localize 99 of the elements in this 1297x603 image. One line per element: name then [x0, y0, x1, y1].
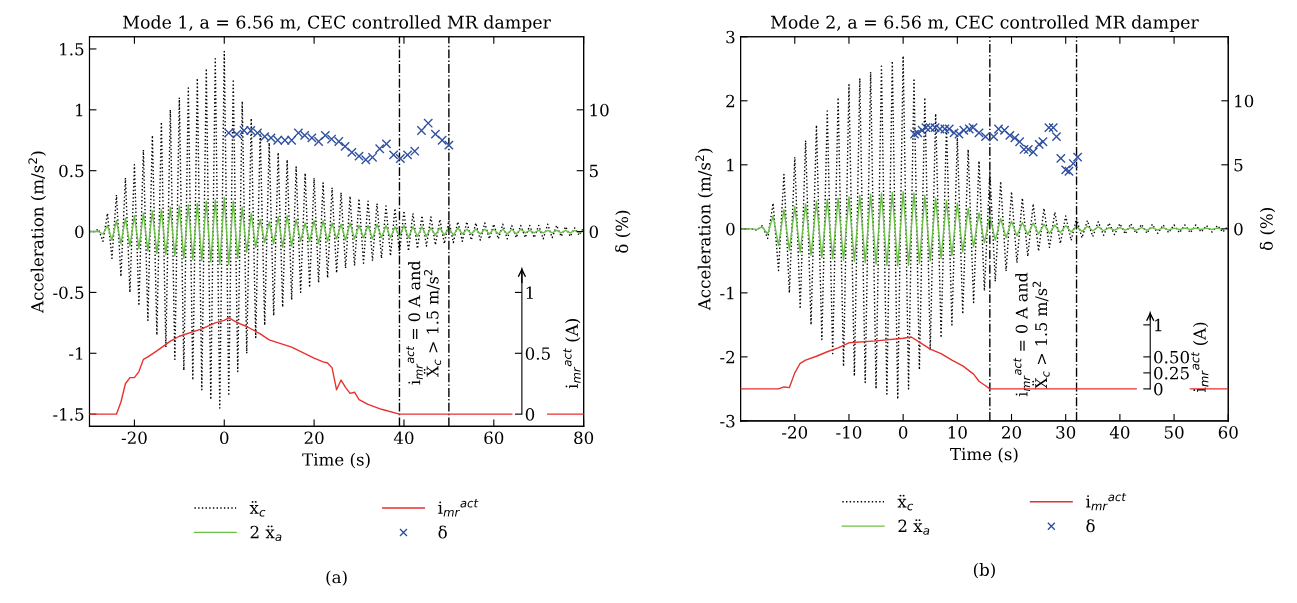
- legend-label: δ: [1086, 519, 1095, 533]
- point: [374, 143, 385, 154]
- point: [1005, 130, 1015, 141]
- y2-axis-title: δ (%): [615, 210, 631, 253]
- y3-axis-title: i$_{mr}$$^{act}$ (A): [563, 319, 581, 389]
- legend-label: 2 ẍ$_{a}$: [250, 525, 282, 542]
- y2-tick-label: 10: [590, 103, 609, 117]
- point: [1060, 165, 1071, 175]
- annotation: i$_{mr}$$^{act}$ = 0 A and: [1013, 272, 1031, 397]
- y-tick-label: 1: [727, 158, 734, 172]
- line-series: [740, 191, 1224, 267]
- y-tick-label: -2: [720, 350, 735, 364]
- x-tick-label: -20: [782, 426, 808, 439]
- legend-label: ẍ$_{c}$: [897, 494, 914, 511]
- point: [381, 139, 392, 149]
- annotation: Ẍ$_{c}$ > 1.5 m/s$^{2}$: [423, 270, 442, 377]
- y-tick-label: 0: [726, 222, 735, 236]
- annotation: i$_{mr}$$^{act}$ = 0 A and: [406, 260, 423, 385]
- y-tick-label: -0.5: [53, 286, 84, 299]
- y-tick-label: 1.5: [60, 42, 84, 56]
- x-tick-label: 80: [574, 431, 594, 445]
- y2-axis-title: δ (%): [1259, 208, 1276, 251]
- y-tick-label: -1.5: [53, 408, 84, 421]
- y-axis-title: Acceleration (m/s$^{2}$): [695, 148, 713, 311]
- point: [974, 127, 984, 138]
- point: [423, 118, 434, 129]
- point: [1038, 136, 1048, 147]
- y3-tick-label: 1: [1155, 318, 1162, 332]
- y2-tick-label: 5: [589, 164, 598, 178]
- x-tick-label: 20: [1002, 426, 1022, 439]
- point: [416, 125, 427, 136]
- y2-tick-label: 10: [1235, 94, 1254, 108]
- legend-label: ẍ$_{c}$: [249, 500, 266, 517]
- x-tick-label: 20: [304, 431, 324, 445]
- x-tick-label: 40: [393, 431, 414, 445]
- point: [1055, 153, 1066, 164]
- point: [1048, 122, 1059, 133]
- text: (b): [973, 563, 995, 579]
- x-tick-label: 0: [220, 431, 229, 445]
- y-tick-label: 1: [76, 103, 83, 117]
- point: [340, 141, 350, 152]
- point: [395, 153, 406, 164]
- y-tick-label: -1: [69, 347, 83, 360]
- y2-tick-label: 0: [1234, 222, 1243, 236]
- y3-tick-label: 0: [1154, 382, 1163, 396]
- x-tick-label: -10: [836, 426, 862, 439]
- y3-tick-label: 0.25: [1154, 366, 1189, 380]
- y3-tick-label: 1: [526, 286, 533, 299]
- legend-label: i$_{mr}$$^{act}$: [438, 499, 479, 517]
- x-tick-label: 60: [1218, 426, 1238, 439]
- point: [1023, 144, 1034, 155]
- y3-tick-label: 0.5: [525, 347, 550, 360]
- y2-tick-label: 5: [1234, 159, 1243, 172]
- x-tick-label: 40: [1109, 426, 1130, 439]
- point: [313, 136, 324, 147]
- point: [354, 151, 364, 161]
- y-tick-label: 2: [726, 94, 735, 108]
- y-axis-title: Acceleration (m/s$^{2}$): [28, 151, 46, 314]
- point: [1014, 136, 1025, 147]
- text: (a): [326, 570, 347, 586]
- point: [320, 130, 331, 141]
- annotation: Ẍ$_{c}$ > 1.5 m/s$^{2}$: [1032, 281, 1050, 389]
- legend-label: 2 ẍ$_{a}$: [898, 519, 930, 535]
- point: [388, 149, 399, 160]
- legend-label: δ: [438, 525, 447, 539]
- point: [1009, 133, 1020, 143]
- point: [1044, 122, 1054, 133]
- x-axis-title: Time (s): [950, 447, 1018, 463]
- point: [346, 147, 357, 158]
- y2-tick-label: 0: [589, 225, 599, 239]
- chart-title: Mode 2, a = 6.56 m, CEC controlled MR damper: [770, 15, 1199, 33]
- x-tick-label: -20: [121, 431, 147, 445]
- point: [402, 149, 413, 160]
- x-tick-label: 60: [484, 431, 504, 445]
- legend-label: i$_{mr}$$^{act}$: [1086, 492, 1127, 511]
- chart-title: Mode 1, a = 6.56 m, CEC controlled MR damper: [123, 15, 551, 33]
- y-tick-label: -1: [720, 286, 734, 300]
- y-tick-label: 0: [75, 225, 84, 239]
- y3-tick-label: 0.50: [1154, 350, 1190, 364]
- x-tick-label: 0: [898, 426, 908, 439]
- point: [444, 140, 454, 150]
- point: [1064, 166, 1074, 177]
- y3-tick-label: 0: [525, 408, 535, 421]
- point: [1034, 139, 1045, 150]
- x-tick-label: 30: [1056, 426, 1076, 439]
- point: [954, 129, 964, 139]
- y3-axis-title: i$_{mr}$$^{act}$ (A): [1191, 322, 1209, 392]
- point: [437, 135, 448, 146]
- point: [409, 146, 420, 157]
- point: [1051, 131, 1062, 142]
- point: [1072, 152, 1083, 162]
- x-tick-label: 10: [948, 426, 967, 439]
- point: [430, 129, 441, 140]
- x-axis-title: Time (s): [302, 452, 370, 469]
- y-tick-label: 0.5: [59, 164, 84, 178]
- y-tick-label: 3: [726, 30, 735, 44]
- y-tick-label: -3: [720, 414, 735, 428]
- point: [1068, 158, 1079, 169]
- x-tick-label: 50: [1164, 426, 1184, 439]
